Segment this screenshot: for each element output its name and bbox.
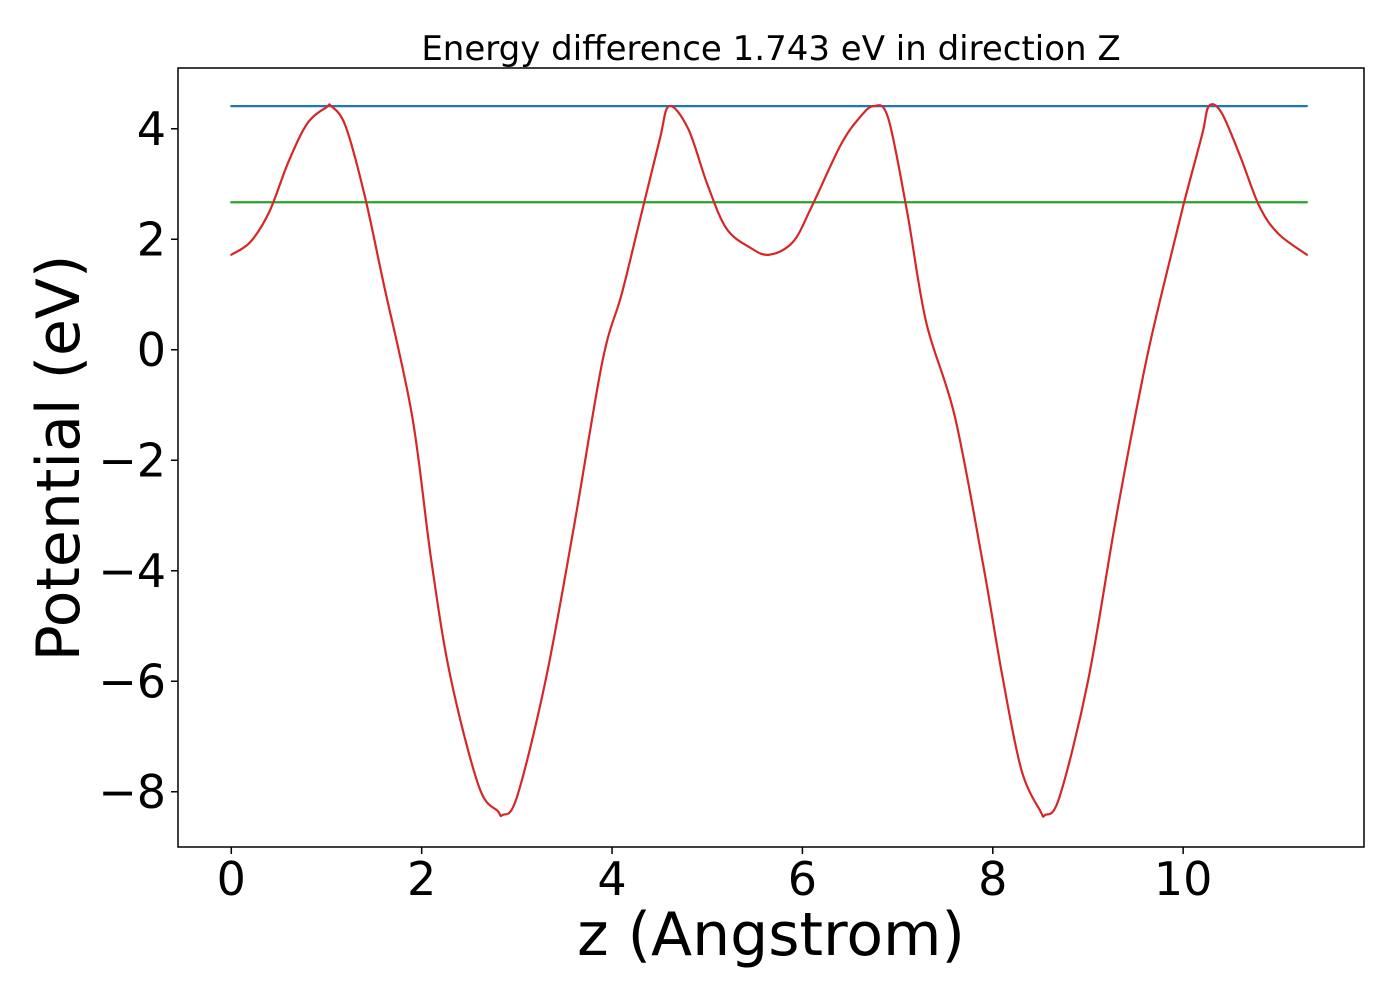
plot-frame xyxy=(177,67,1365,848)
y-tick-label: −2 xyxy=(98,433,166,487)
y-tick-label: −4 xyxy=(98,544,166,598)
x-tick-label: 4 xyxy=(597,852,626,906)
y-tick-label: 4 xyxy=(137,102,166,156)
x-axis-label: z (Angstrom) xyxy=(577,900,965,970)
x-tick-label: 8 xyxy=(978,852,1007,906)
y-tick-label: 2 xyxy=(137,212,166,266)
series-layer xyxy=(230,103,1308,818)
x-axis-ticks: 0 2 4 6 8 10 xyxy=(217,847,1213,906)
y-tick-label: −6 xyxy=(98,654,166,708)
x-tick-label: 0 xyxy=(217,852,246,906)
x-tick-label: 2 xyxy=(407,852,436,906)
y-axis-ticks: −8 −6 −4 −2 0 2 4 xyxy=(98,102,178,819)
y-tick-label: 0 xyxy=(137,323,166,377)
x-tick-label: 10 xyxy=(1154,852,1213,906)
chart-title: Energy difference 1.743 eV in direction … xyxy=(421,29,1120,69)
y-tick-label: −8 xyxy=(98,765,166,819)
series-line-2 xyxy=(230,103,1308,818)
y-axis-label: Potential (eV) xyxy=(24,255,94,662)
x-tick-label: 6 xyxy=(788,852,817,906)
